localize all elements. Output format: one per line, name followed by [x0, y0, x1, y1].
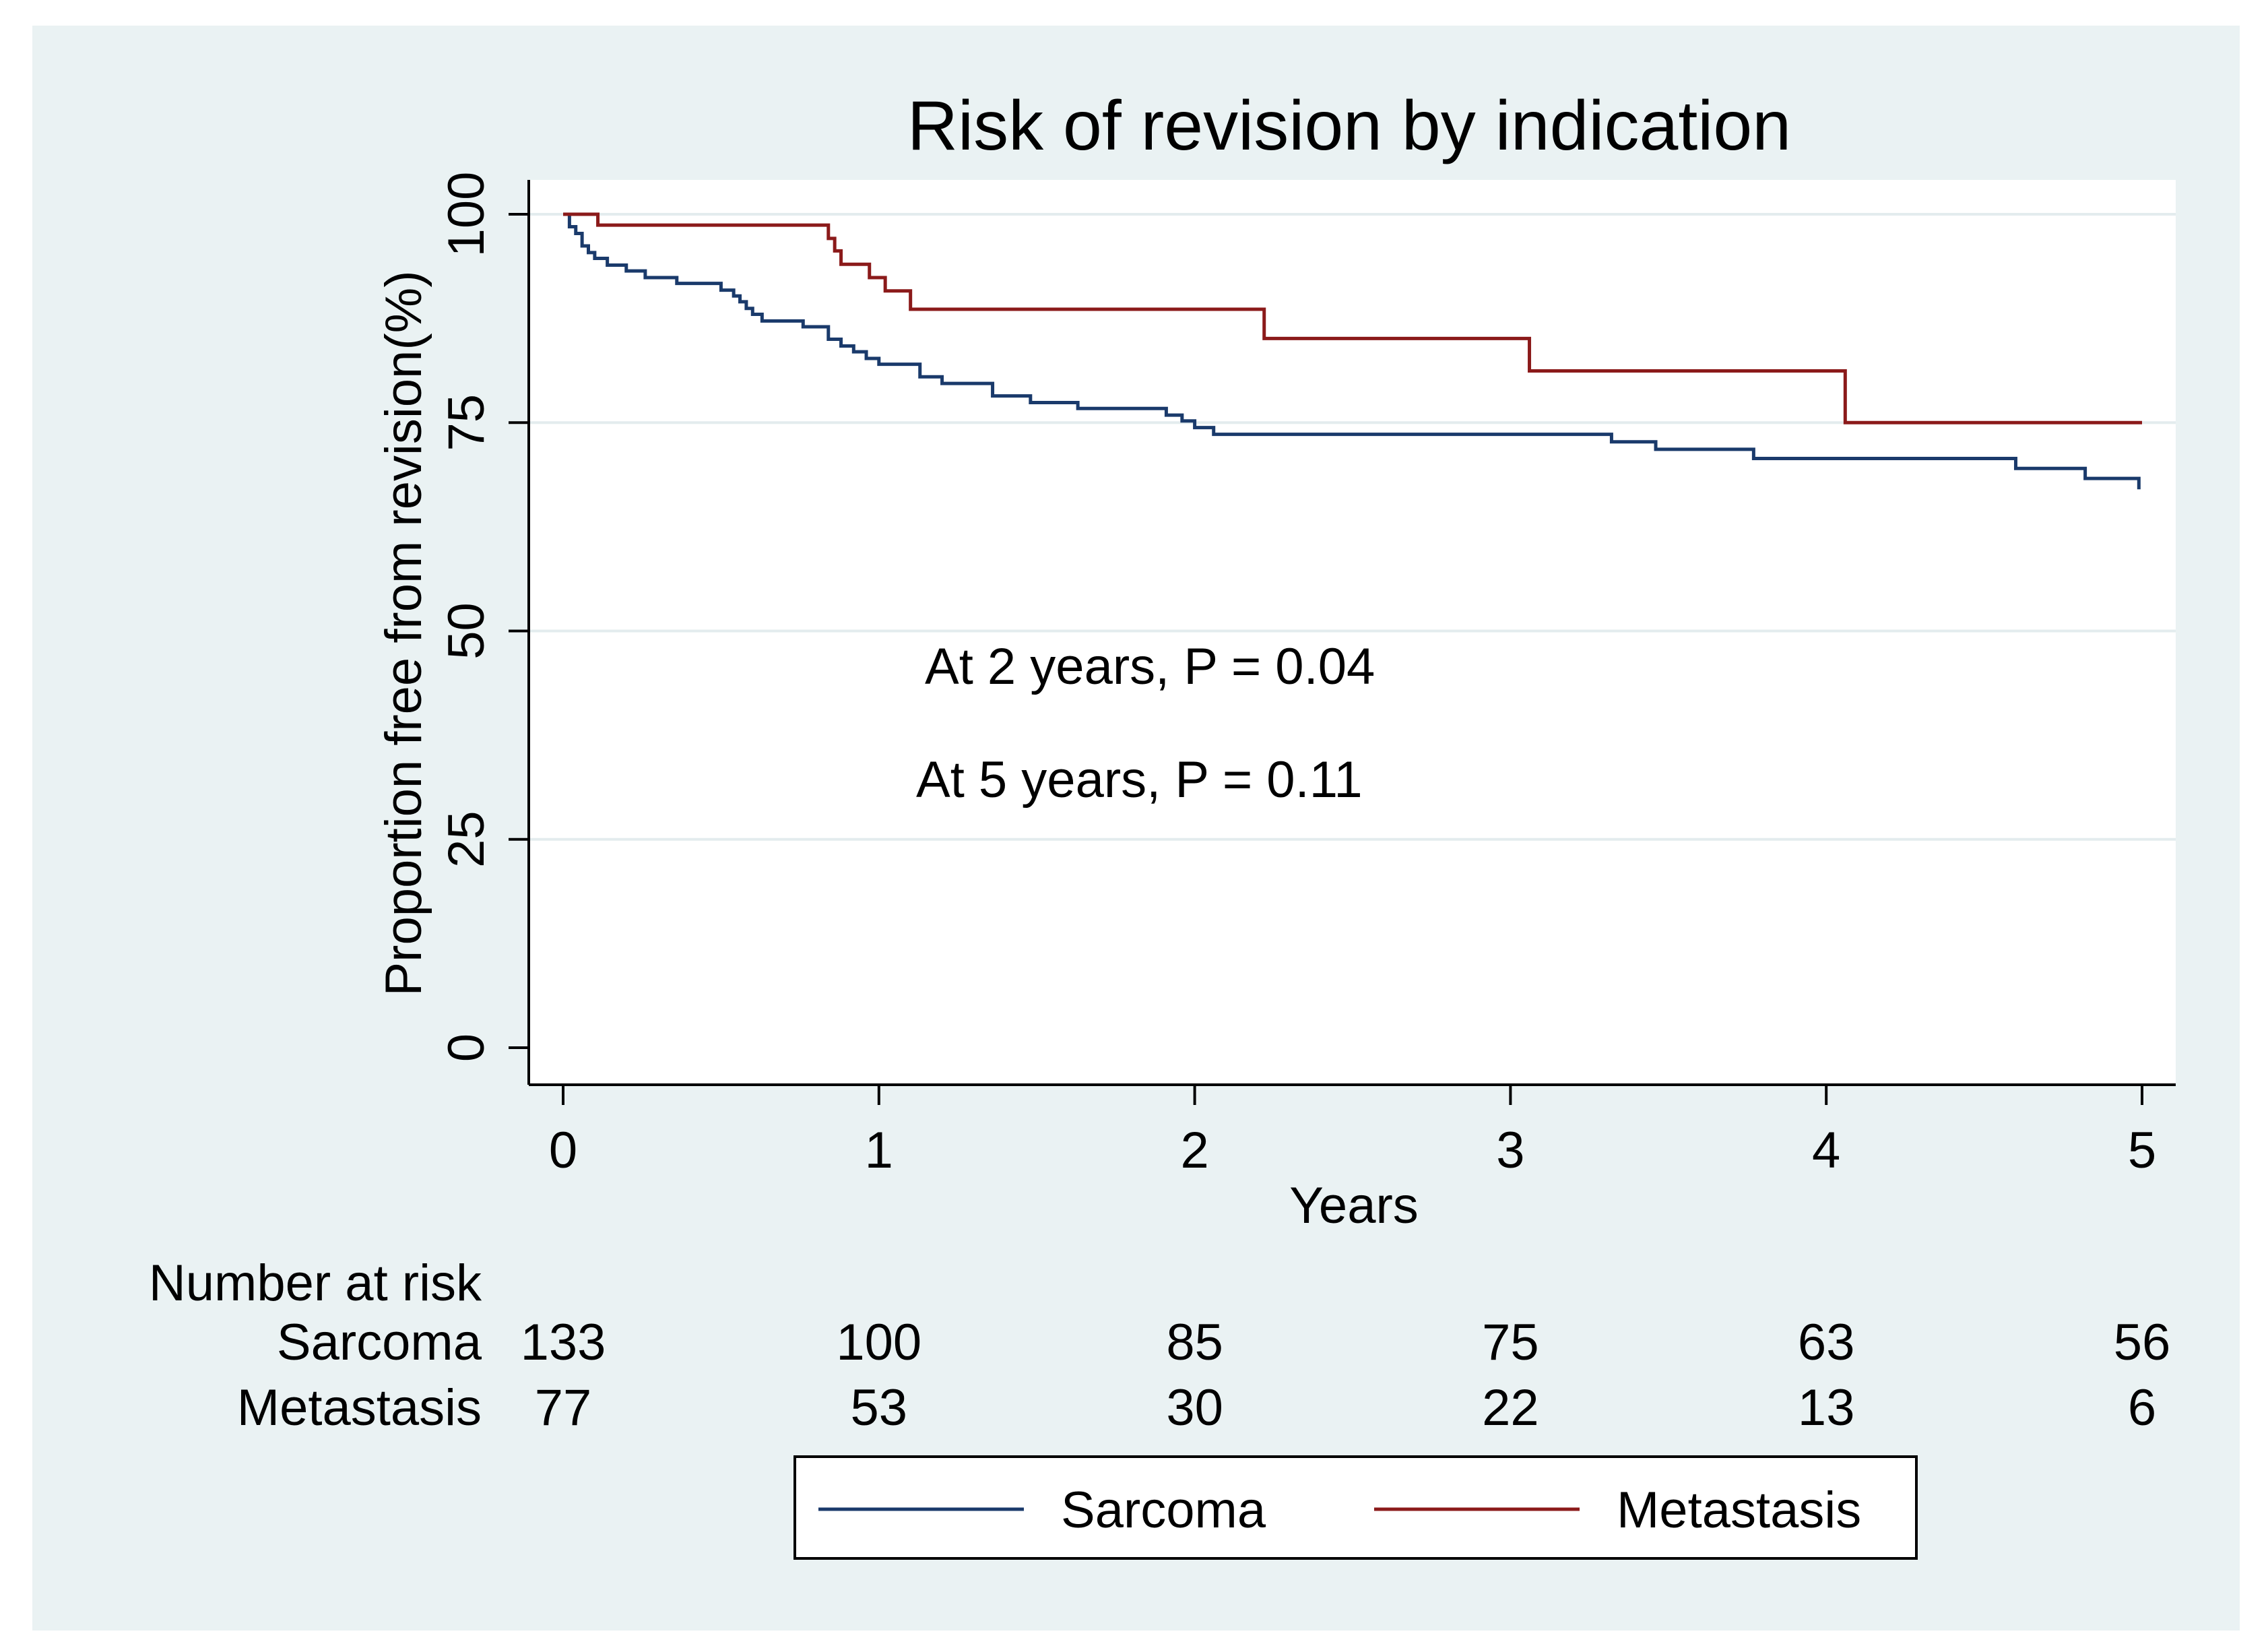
y-tick-label: 50 — [438, 602, 495, 660]
x-axis-label: Years — [1289, 1177, 1419, 1234]
y-ticks: 0 25 50 75 100 — [438, 172, 529, 1062]
x-tick-label: 3 — [1496, 1122, 1524, 1179]
risk-value: 53 — [851, 1379, 908, 1436]
risk-value: 30 — [1166, 1379, 1223, 1436]
y-tick-label: 75 — [438, 394, 495, 451]
series-line-sarcoma — [563, 212, 2141, 490]
risk-value: 63 — [1798, 1314, 1855, 1371]
x-tick-label: 4 — [1812, 1122, 1840, 1179]
risk-table: Sarcoma 133 100 85 75 63 56 Metastasis 77 53 30 22 1… — [237, 1314, 2171, 1436]
series-line-metastasis — [563, 212, 2142, 424]
y-tick-label: 0 — [438, 1034, 495, 1062]
risk-table-title: Number at risk — [149, 1255, 482, 1312]
annotation-2yr: At 2 years, P = 0.04 — [925, 638, 1375, 695]
risk-row-label: Metastasis — [237, 1379, 482, 1436]
y-tick-label: 25 — [438, 811, 495, 868]
risk-value: 22 — [1482, 1379, 1539, 1436]
legend-label-sarcoma: Sarcoma — [1061, 1482, 1266, 1539]
risk-value: 6 — [2128, 1379, 2156, 1436]
risk-value: 13 — [1798, 1379, 1855, 1436]
y-tick-label: 100 — [438, 172, 495, 257]
risk-value: 77 — [535, 1379, 592, 1436]
y-axis-label: Proportion free from revision(%) — [375, 270, 432, 996]
x-tick-label: 1 — [865, 1122, 893, 1179]
x-tick-label: 5 — [2128, 1122, 2156, 1179]
legend-label-metastasis: Metastasis — [1617, 1482, 1861, 1539]
chart-title: Risk of revision by indication — [907, 87, 1791, 165]
legend: Sarcoma Metastasis — [793, 1455, 1918, 1560]
risk-row-label: Sarcoma — [277, 1314, 482, 1371]
annotation-5yr: At 5 years, P = 0.11 — [916, 751, 1363, 809]
x-tick-label: 2 — [1180, 1122, 1208, 1179]
x-tick-label: 0 — [549, 1122, 577, 1179]
risk-value: 75 — [1482, 1314, 1539, 1371]
x-ticks: 0 1 2 3 4 5 — [549, 1085, 2156, 1179]
risk-value: 85 — [1166, 1314, 1223, 1371]
risk-value: 56 — [2114, 1314, 2171, 1371]
risk-value: 133 — [521, 1314, 606, 1371]
risk-value: 100 — [836, 1314, 921, 1371]
series-group — [563, 212, 2142, 490]
